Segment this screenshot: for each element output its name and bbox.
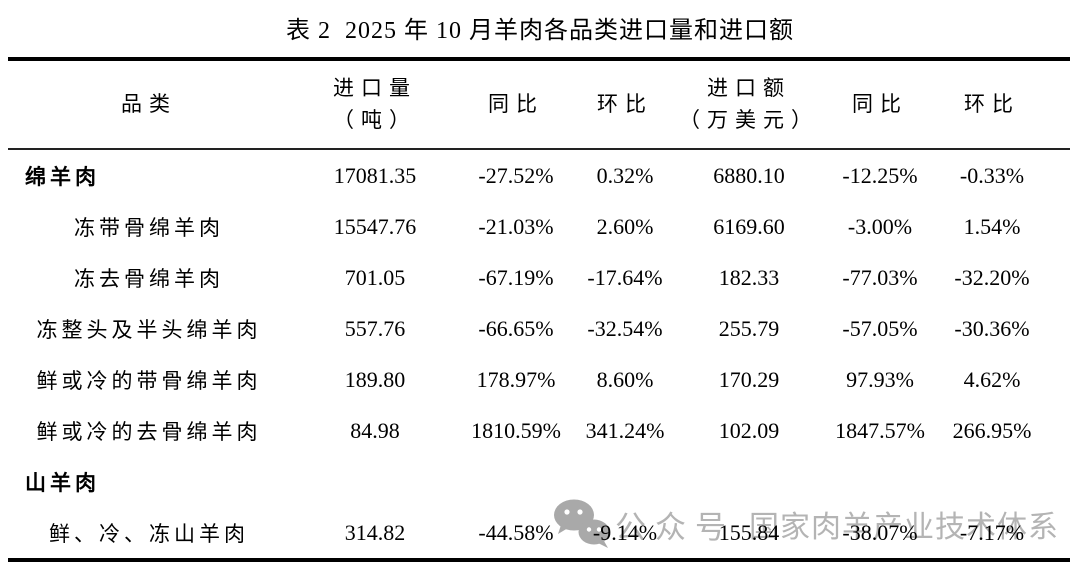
cell-value: 314.82 [344,519,406,545]
cell-value: -67.19% [478,264,554,290]
cell-value: -7.17% [959,519,1025,545]
cell-value: 170.29 [718,366,780,392]
watermark-name: 国家肉羊产业技术体系 [749,511,1059,544]
cell-value [678,456,820,507]
cell-category: 冻整头及半头绵羊肉 [36,317,262,342]
cell-value [290,456,460,507]
header-row: 品类 进口量 （吨） 同比 环比 进口额 （万美元） 同比 [8,59,1070,150]
cell-value: -0.33% [959,162,1025,188]
cell-value: -3.00% [847,213,913,239]
watermark: 公众号 国家肉羊产业技术体系 [553,498,1059,550]
cell-category: 鲜或冷的带骨绵羊肉 [36,368,262,393]
cell-value: 557.76 [344,315,406,341]
cell-value [460,456,572,507]
table-row: 鲜、冷、冻山羊肉 314.82 -44.58% -9.14% 155.84 -38.07%… [8,507,1070,560]
cell-category: 冻去骨绵羊肉 [74,266,224,291]
cell-value: 102.09 [718,417,780,443]
cell-category: 鲜、冷、冻山羊肉 [49,521,249,546]
cell-value: 4.62% [963,366,1021,392]
cell-value [572,456,678,507]
cell-value: -30.36% [954,315,1030,341]
cell-value: 1.54% [963,213,1021,239]
cell-value: 8.60% [596,366,654,392]
import-table: 品类 进口量 （吨） 同比 环比 进口额 （万美元） 同比 [8,57,1070,562]
cell-value: 2.60% [596,213,654,239]
cell-value: 155.84 [718,519,780,545]
cell-value: 1847.57% [835,417,925,443]
table-row: 鲜或冷的去骨绵羊肉 84.98 1810.59% 341.24% 102.09 1847.… [8,405,1070,456]
table-row: 山羊肉 [8,456,1070,507]
col-header-category: 品类 [8,59,290,150]
table-row: 冻去骨绵羊肉 701.05 -67.19% -17.64% 182.33 -77.03% -… [8,252,1070,303]
cell-value [820,456,940,507]
cell-value: -9.14% [592,519,658,545]
col-header-label: 同比 [488,91,544,116]
cell-value: -57.05% [842,315,918,341]
cell-value: 255.79 [718,315,780,341]
col-header-label: 同比 [852,91,908,116]
cell-value: 0.32% [596,162,654,188]
col-header-value-yoy: 同比 [820,59,940,150]
cell-value: 189.80 [344,366,406,392]
col-header-label: 进口额 [707,76,791,100]
cell-value: 182.33 [718,264,780,290]
col-header-sublabel: （吨） [333,107,417,132]
wechat-icon [553,499,611,549]
cell-value: -38.07% [842,519,918,545]
cell-value: -17.64% [587,264,663,290]
cell-value: 17081.35 [333,162,417,188]
cell-value: 97.93% [846,366,914,392]
cell-value: 15547.76 [333,213,417,239]
cell-value: -32.54% [587,315,663,341]
col-header-sublabel: （万美元） [679,107,819,132]
cell-value: -21.03% [478,213,554,239]
page-title: 表 2 2025 年 10 月羊肉各品类进口量和进口额 [286,18,794,44]
cell-value: -44.58% [478,519,554,545]
table-row: 冻整头及半头绵羊肉 557.76 -66.65% -32.54% 255.79 -57.0… [8,303,1070,354]
table-row: 鲜或冷的带骨绵羊肉 189.80 178.97% 8.60% 170.29 97.93% 4… [8,354,1070,405]
col-header-value-mom: 环比 [940,59,1070,150]
cell-value: 6169.60 [713,213,785,239]
col-header-import-volume: 进口量 （吨） [290,59,460,150]
table-body: 绵羊肉 17081.35 -27.52% 0.32% 6880.10 -12.25% -0.… [8,149,1070,560]
cell-value: 6880.10 [713,162,785,188]
cell-category: 冻带骨绵羊肉 [74,215,224,240]
watermark-label: 公众号 [615,509,735,545]
col-header-label: 环比 [964,91,1020,116]
cell-value: -27.52% [478,162,554,188]
cell-category: 鲜或冷的去骨绵羊肉 [36,419,262,444]
cell-value: 1810.59% [471,417,561,443]
col-header-label: 品类 [121,91,177,116]
col-header-import-value: 进口额 （万美元） [678,59,820,150]
cell-value: 266.95% [952,417,1032,443]
cell-value: 701.05 [344,264,406,290]
col-header-label: 进口量 [333,76,417,100]
col-header-label: 环比 [597,91,653,116]
table-row: 冻带骨绵羊肉 15547.76 -21.03% 2.60% 6169.60 -3.00% 1… [8,201,1070,252]
cell-value [940,456,1070,507]
cell-value: -77.03% [842,264,918,290]
col-header-volume-mom: 环比 [572,59,678,150]
cell-value: 341.24% [585,417,665,443]
cell-value: -12.25% [842,162,918,188]
table-header: 品类 进口量 （吨） 同比 环比 进口额 （万美元） 同比 [8,59,1070,150]
cell-value: 84.98 [350,417,400,443]
col-header-volume-yoy: 同比 [460,59,572,150]
cell-value: 178.97% [476,366,556,392]
cell-value: -32.20% [954,264,1030,290]
cell-category: 山羊肉 [25,470,100,495]
cell-category: 绵羊肉 [25,164,100,189]
table-row: 绵羊肉 17081.35 -27.52% 0.32% 6880.10 -12.25% -0.… [8,149,1070,201]
cell-value: -66.65% [478,315,554,341]
